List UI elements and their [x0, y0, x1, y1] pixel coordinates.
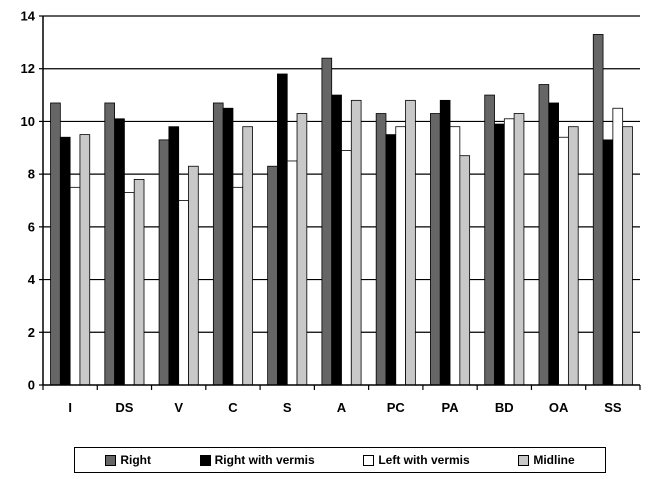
bar: [321, 57, 333, 386]
legend-item: Midline: [518, 453, 575, 467]
x-tick-label: OA: [549, 400, 569, 415]
x-tick-label: BD: [495, 400, 514, 415]
legend-swatch: [199, 454, 211, 466]
bar: [168, 126, 180, 386]
bar: [405, 99, 416, 386]
y-tick-label: 0: [28, 378, 35, 393]
bar: [430, 113, 441, 386]
bar: [114, 118, 125, 386]
bar: [69, 186, 81, 386]
y-tick-label: 8: [28, 167, 35, 182]
bar: [242, 126, 253, 386]
legend-item: Left with vermis: [363, 453, 470, 467]
x-tick-label: V: [174, 400, 183, 415]
legend-item: Right with vermis: [199, 453, 315, 467]
bar: [331, 94, 342, 386]
bar: [222, 107, 234, 386]
x-tick-label: S: [283, 400, 292, 415]
bar: [503, 118, 515, 386]
y-tick-label: 14: [21, 9, 36, 24]
x-tick-label: PA: [441, 400, 459, 415]
legend-label: Midline: [533, 453, 575, 467]
legend-swatch: [363, 454, 375, 466]
legend-label: Left with vermis: [378, 453, 470, 467]
bar: [232, 186, 244, 386]
bar: [395, 126, 406, 386]
bar: [212, 102, 224, 386]
y-tick-label: 10: [21, 114, 35, 129]
legend-swatch: [105, 454, 117, 466]
bar: [439, 99, 451, 386]
y-tick-label: 2: [28, 325, 35, 340]
x-tick-label: DS: [115, 400, 133, 415]
y-tick-label: 6: [28, 219, 35, 234]
bar: [59, 136, 71, 386]
bar: [622, 126, 633, 386]
bar: [592, 34, 604, 386]
bar: [158, 139, 170, 386]
y-tick-labels: 0 2 4 6 8 10 12 14: [21, 9, 36, 393]
bar: [341, 150, 352, 386]
bar: [79, 134, 91, 386]
bar: [459, 155, 471, 386]
x-tick-label: I: [68, 400, 72, 415]
bar: [538, 84, 550, 386]
legend-item: Right: [105, 453, 151, 467]
x-tick-label: SS: [604, 400, 622, 415]
bar: [286, 160, 298, 386]
bar: [484, 94, 495, 386]
legend: Right Right with vermis Left with vermis Mi…: [74, 447, 606, 473]
bar: [449, 126, 461, 386]
x-tick-labels: I DS V C S A PC PA BD OA SS: [68, 400, 622, 415]
bar: [350, 99, 362, 386]
bar: [513, 113, 525, 386]
axes: [39, 15, 641, 390]
legend-label: Right: [120, 453, 151, 467]
bar: [548, 102, 559, 386]
bar: [494, 123, 505, 386]
bars: [50, 34, 633, 386]
bar: [558, 136, 569, 386]
bar: [602, 139, 614, 386]
bar: [296, 113, 308, 386]
x-tick-label: PC: [387, 400, 406, 415]
legend-swatch: [518, 454, 530, 466]
bar: [178, 200, 189, 386]
bar: [104, 102, 116, 386]
x-tick-label: C: [228, 400, 238, 415]
bar: [50, 102, 61, 386]
bar: [124, 192, 135, 386]
bar: [277, 73, 288, 386]
bar: [267, 165, 278, 386]
bar: [133, 179, 145, 386]
y-tick-label: 4: [28, 272, 36, 287]
bar: [385, 134, 397, 386]
bar: [567, 126, 579, 386]
legend-label: Right with vermis: [214, 453, 315, 467]
bar: [375, 113, 387, 386]
bar: [612, 107, 624, 386]
bar: [188, 165, 199, 386]
y-tick-label: 12: [21, 61, 35, 76]
x-tick-label: A: [337, 400, 347, 415]
